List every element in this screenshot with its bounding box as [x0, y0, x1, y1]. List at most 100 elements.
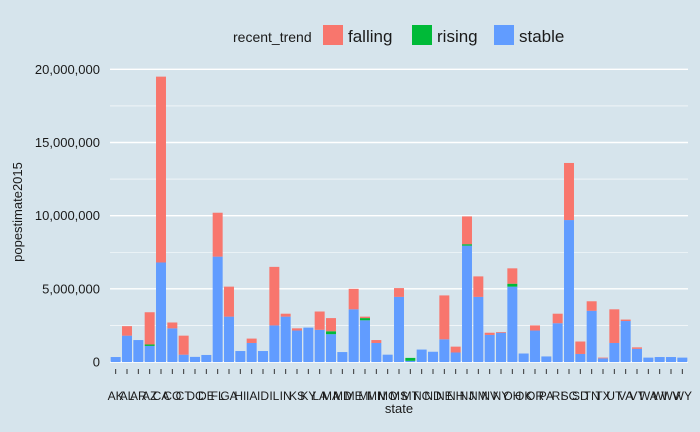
bar-SD-stable: [575, 353, 586, 362]
bar-VA-stable: [620, 321, 631, 362]
x-tick-label: WY: [673, 389, 692, 403]
bar-MS-falling: [394, 288, 404, 297]
bar-TN-stable: [586, 310, 597, 362]
x-tick-label: RI: [552, 389, 564, 403]
bar-MO-stable: [382, 354, 393, 362]
x-tick-label: ME: [345, 389, 363, 403]
bar-ND-stable: [428, 351, 438, 362]
bar-VT-stable: [632, 348, 642, 362]
bar-CO-falling: [167, 322, 178, 329]
bar-MD-stable: [337, 352, 348, 362]
bar-OH-falling: [507, 268, 518, 284]
bar-NY-stable: [496, 332, 506, 362]
legend-label-rising: rising: [437, 27, 478, 46]
bar-AZ-stable: [144, 345, 155, 362]
bar-NC-stable: [416, 349, 427, 362]
bar-CA-falling: [156, 76, 166, 263]
legend-title: recent_trend: [233, 29, 312, 45]
bar-AZ-falling: [144, 312, 155, 345]
x-tick-label: MN: [367, 389, 386, 403]
legend-label-stable: stable: [519, 27, 564, 46]
x-tick-label: NC: [413, 389, 431, 403]
bar-OR-stable: [530, 330, 540, 362]
bar-UT-stable: [609, 342, 620, 362]
x-tick-label: CT: [176, 389, 193, 403]
y-tick-label: 5,000,000: [42, 281, 100, 296]
x-tick-label: MO: [378, 389, 397, 403]
x-tick-label: OR: [526, 389, 544, 403]
x-tick-label: WV: [661, 389, 680, 403]
x-tick-label: KY: [300, 389, 316, 403]
bar-KY-stable: [303, 327, 314, 362]
bar-PA-stable: [541, 356, 552, 362]
bar-OH-rising: [507, 283, 518, 287]
bar-IA-falling: [246, 338, 257, 343]
bar-UT-falling: [609, 309, 620, 343]
bar-NM-falling: [473, 276, 484, 297]
bar-RI-stable: [552, 323, 563, 362]
x-tick-label: PA: [539, 389, 554, 403]
x-tick-label: SC: [561, 389, 578, 403]
bar-AZ-rising: [144, 344, 155, 346]
bar-MT-stable: [405, 360, 416, 362]
x-tick-label: VT: [629, 389, 645, 403]
bar-SD-falling: [575, 341, 586, 354]
bar-ME-falling: [348, 288, 359, 310]
bar-ID-stable: [258, 351, 268, 362]
x-tick-label: NM: [469, 389, 488, 403]
bar-WA-stable: [643, 357, 654, 362]
bar-CA-stable: [156, 262, 166, 362]
bar-KS-stable: [292, 330, 302, 362]
bar-MN-stable: [371, 342, 382, 362]
bar-DE-stable: [201, 354, 212, 362]
bar-IL-stable: [269, 325, 280, 362]
bar-NH-stable: [450, 352, 461, 362]
bar-NE-falling: [439, 295, 450, 340]
x-tick-label: OK: [515, 389, 532, 403]
bar-IL-falling: [269, 266, 280, 326]
bar-VA-falling: [620, 319, 631, 322]
bar-NE-stable: [439, 339, 450, 362]
y-tick-label: 0: [93, 355, 100, 370]
bar-CT-falling: [178, 335, 189, 355]
bar-OR-falling: [530, 325, 540, 331]
bar-AR-stable: [133, 340, 144, 362]
x-tick-label: MD: [333, 389, 352, 403]
x-tick-label: MI: [358, 389, 371, 403]
bar-AL-stable: [122, 335, 132, 362]
bar-IN-stable: [280, 316, 291, 362]
bar-AK-stable: [110, 357, 121, 362]
bar-LA-falling: [314, 311, 325, 330]
bar-WV-stable: [666, 357, 676, 362]
bar-FL-falling: [212, 212, 223, 257]
bar-NY-falling: [496, 332, 506, 333]
x-tick-label: MS: [390, 389, 408, 403]
x-tick-label: CA: [153, 389, 170, 403]
bar-NV-stable: [484, 334, 495, 362]
legend: recent_trend falling rising stable: [233, 25, 564, 46]
x-tick-label: WA: [639, 389, 658, 403]
x-tick-label: TX: [595, 389, 610, 403]
y-tick-label: 20,000,000: [35, 62, 100, 77]
x-tick-label: SD: [572, 389, 589, 403]
x-tick-label: AL: [120, 389, 135, 403]
bar-GA-stable: [224, 316, 234, 362]
legend-key-rising: [412, 25, 432, 45]
bar-ME-stable: [348, 309, 359, 362]
bar-NM-stable: [473, 296, 484, 362]
bar-MA-rising: [326, 331, 336, 335]
bar-IA-stable: [246, 342, 257, 362]
x-tick-label: GA: [220, 389, 237, 403]
bar-CO-stable: [167, 328, 178, 362]
x-tick-label: WI: [652, 389, 667, 403]
bar-MI-stable: [360, 320, 370, 362]
bar-IN-falling: [280, 313, 291, 317]
legend-label-falling: falling: [348, 27, 392, 46]
legend-key-stable: [494, 25, 514, 45]
bar-WI-stable: [654, 357, 665, 362]
bar-KS-falling: [292, 328, 302, 331]
bar-WY-stable: [677, 357, 688, 362]
bar-GA-falling: [224, 286, 234, 317]
